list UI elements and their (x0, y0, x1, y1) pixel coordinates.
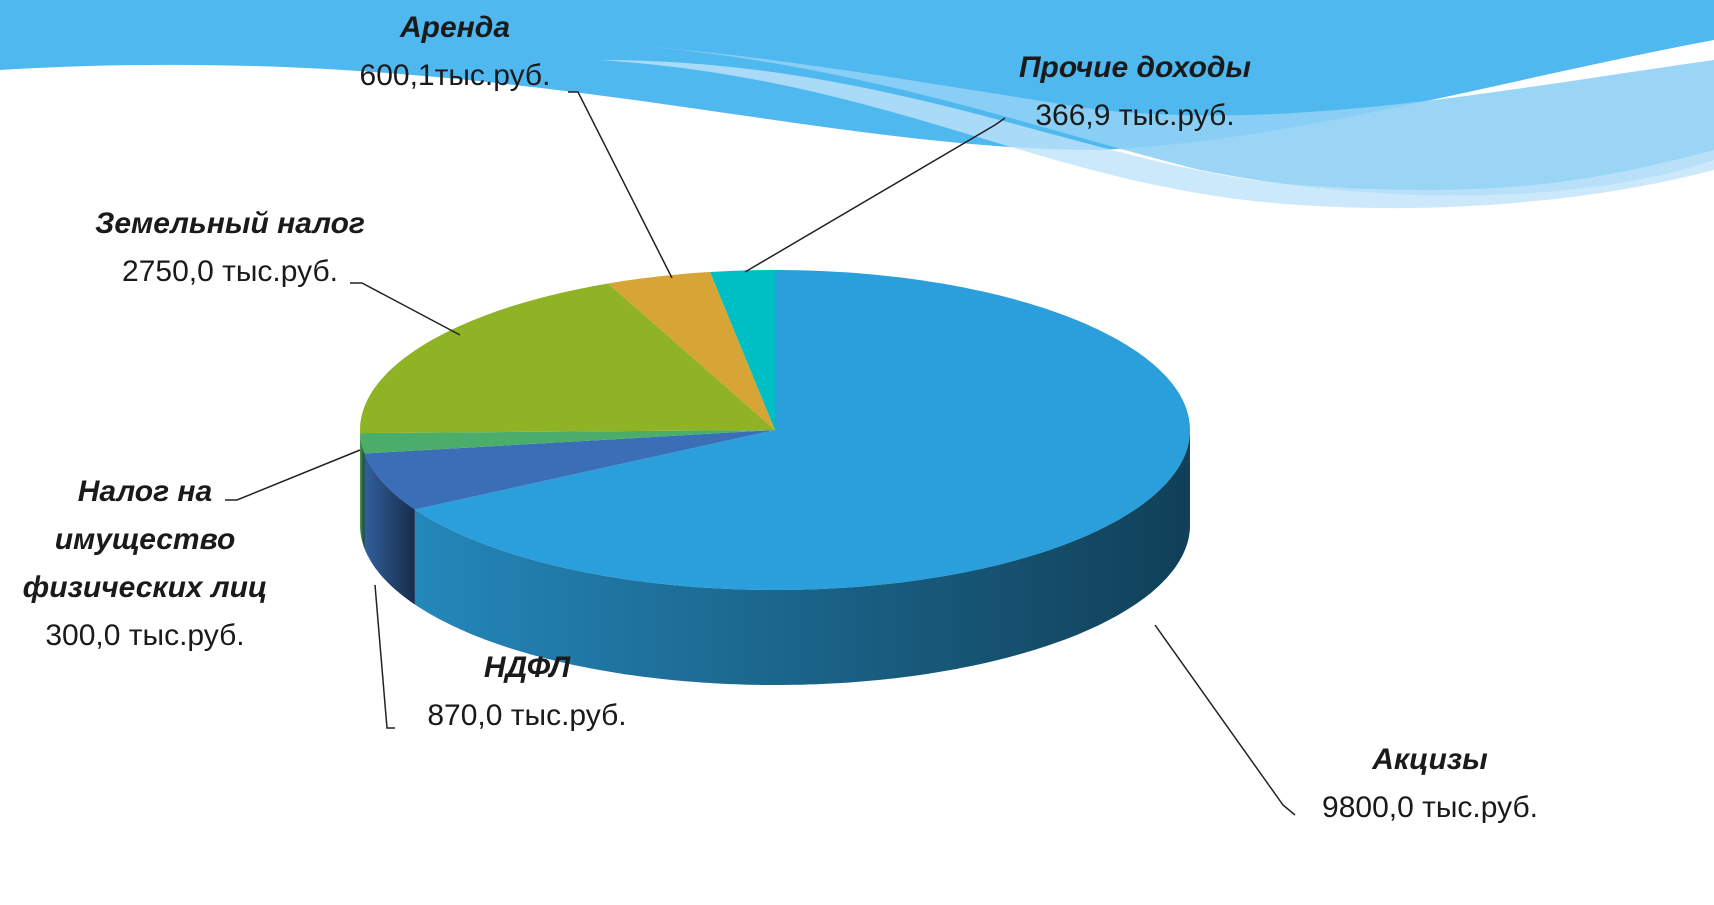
value-label: 2750,0 тыс.руб. (60, 248, 400, 296)
category-name: НДФЛ (387, 644, 667, 692)
value-label: 300,0 тыс.руб. (0, 612, 290, 660)
value-label: 600,1тыс.руб. (335, 52, 575, 100)
category-name: Аренда (335, 4, 575, 52)
value-label: 9800,0 тыс.руб. (1280, 784, 1580, 832)
value-label: 366,9 тыс.руб. (990, 92, 1280, 140)
slide: Акцизы9800,0 тыс.руб. НДФЛ870,0 тыс.руб.… (0, 0, 1714, 905)
category-name: Земельный налог (60, 200, 400, 248)
value-label: 870,0 тыс.руб. (387, 692, 667, 740)
category-name: Прочие доходы (990, 44, 1280, 92)
category-name: Налог на имущество физических лиц (0, 468, 290, 612)
background-waves (0, 0, 1714, 208)
category-name: Акцизы (1280, 736, 1580, 784)
